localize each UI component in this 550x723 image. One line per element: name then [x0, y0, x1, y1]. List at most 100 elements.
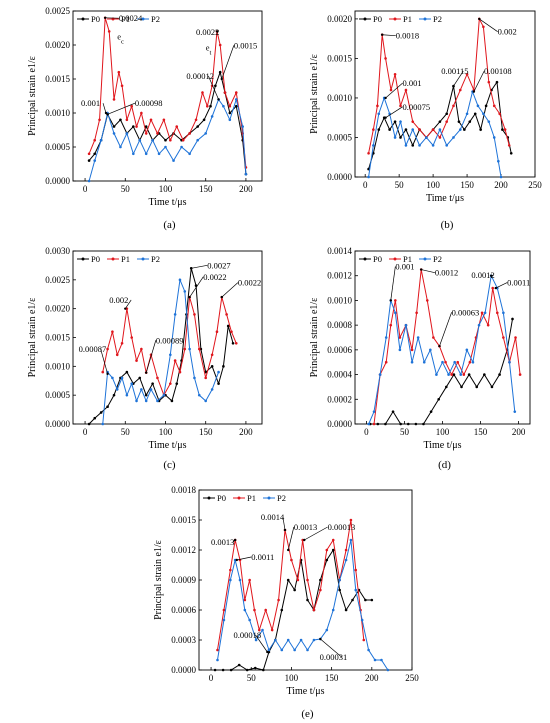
annotation-arrow: [304, 526, 328, 541]
data-point-p2: [497, 159, 500, 163]
data-point-p2: [399, 120, 402, 123]
annotation-arrowhead: [104, 111, 108, 115]
annotation-arrow: [236, 556, 252, 561]
x-axis-label: Time t/μs: [148, 440, 186, 451]
x-tick-label: 200: [365, 673, 379, 683]
data-point-p0: [445, 112, 448, 116]
data-point-p2: [178, 278, 182, 282]
plot-frame: [72, 10, 263, 182]
data-point-p2: [441, 360, 444, 364]
annotation-label: 0.00075: [403, 102, 431, 112]
legend-marker: [207, 496, 211, 500]
annotation-arrow: [382, 34, 396, 37]
data-point-p1: [107, 30, 111, 33]
data-point-p0: [429, 410, 433, 413]
y-tick-label: 0.0005: [45, 142, 70, 152]
x-tick-label: 100: [285, 673, 299, 683]
data-point-p1: [93, 138, 97, 142]
y-axis-label: Principal strain e1/ε: [309, 54, 320, 134]
data-point-p2: [254, 638, 258, 642]
data-point-p1: [372, 422, 376, 426]
data-point-p1: [394, 299, 397, 302]
data-point-p1: [156, 376, 159, 380]
annotation-arrowhead: [438, 344, 441, 348]
annotation-label: 0.00087: [79, 344, 107, 354]
data-point-p1: [465, 72, 469, 76]
y-tick-label: 0.0010: [45, 108, 70, 118]
data-point-p1: [425, 299, 429, 302]
data-point-p0: [490, 385, 494, 389]
data-point-p2: [135, 399, 138, 403]
data-point-p2: [338, 578, 341, 582]
data-point-p2: [125, 132, 129, 135]
data-point-p2: [248, 618, 251, 622]
data-point-p1: [210, 353, 214, 357]
data-point-p0: [280, 608, 284, 612]
annotation-label: 0.0012: [471, 270, 494, 280]
data-point-p2: [243, 608, 247, 612]
x-tick-label: 50: [247, 673, 257, 683]
y-axis-label: Principal strain e1/ε: [309, 298, 320, 378]
legend-marker: [81, 257, 85, 261]
data-point-p1: [120, 341, 124, 345]
data-point-p2: [140, 388, 143, 391]
legend-label: P2: [277, 493, 286, 503]
data-point-p2: [476, 104, 480, 108]
panel-caption: (a): [163, 219, 176, 231]
y-tick-label: 0.0015: [45, 333, 70, 343]
annotation-arrow: [282, 516, 286, 531]
data-point-p1: [257, 628, 261, 632]
data-point-p1: [399, 104, 402, 108]
data-point-p1: [462, 373, 466, 376]
legend-marker: [423, 257, 427, 261]
data-point-p1: [410, 348, 414, 352]
y-tick-label: 0.0010: [327, 93, 352, 103]
data-point-p2: [99, 138, 103, 142]
data-point-p1: [384, 360, 388, 364]
annotation-label: 0.002: [498, 27, 517, 37]
annotation-arrow: [385, 106, 403, 119]
data-point-p0: [377, 128, 381, 131]
data-point-p1: [230, 330, 233, 334]
annotation-label: 0.001: [403, 78, 422, 88]
y-tick-label: 0.0005: [327, 132, 352, 142]
data-point-p0: [222, 365, 225, 368]
data-point-p2: [492, 136, 496, 139]
data-point-p1: [111, 330, 114, 334]
data-point-p0: [509, 151, 513, 155]
annotation-label: 0.0014: [261, 512, 285, 522]
data-point-p1: [482, 25, 485, 29]
data-point-p0: [170, 399, 174, 403]
data-point-p2: [222, 104, 225, 108]
data-point-p0: [196, 125, 199, 128]
data-point-p2: [293, 648, 296, 652]
data-point-p1: [253, 608, 256, 612]
annotation-arrowhead: [283, 528, 287, 532]
data-point-p1: [125, 118, 129, 122]
annotation-arrow: [145, 340, 157, 373]
data-point-p1: [432, 336, 435, 339]
y-tick-label: 0.0018: [171, 485, 196, 495]
data-point-p1: [456, 360, 460, 364]
data-point-p1: [389, 323, 393, 327]
annotation-label: 0.0011: [507, 278, 530, 288]
data-point-p1: [444, 360, 447, 364]
data-point-p1: [319, 588, 322, 592]
data-point-p2: [384, 336, 388, 339]
data-point-p1: [277, 598, 280, 602]
annotation-arrowhead: [103, 16, 107, 19]
data-point-p2: [149, 388, 153, 391]
x-axis-label: Time t/μs: [426, 193, 464, 204]
annotation-label: et: [206, 42, 212, 56]
data-point-p0: [399, 136, 402, 139]
data-point-p2: [241, 125, 244, 128]
series-line-p0: [215, 548, 372, 671]
data-point-p1: [223, 91, 227, 94]
annotation-arrowhead: [220, 295, 223, 299]
data-point-p1: [492, 104, 496, 108]
data-point-p2: [331, 608, 335, 612]
data-point-p2: [458, 128, 462, 131]
x-tick-label: 150: [325, 673, 339, 683]
annotation-label: 0.00013: [328, 522, 356, 532]
x-tick-label: 200: [239, 184, 253, 194]
